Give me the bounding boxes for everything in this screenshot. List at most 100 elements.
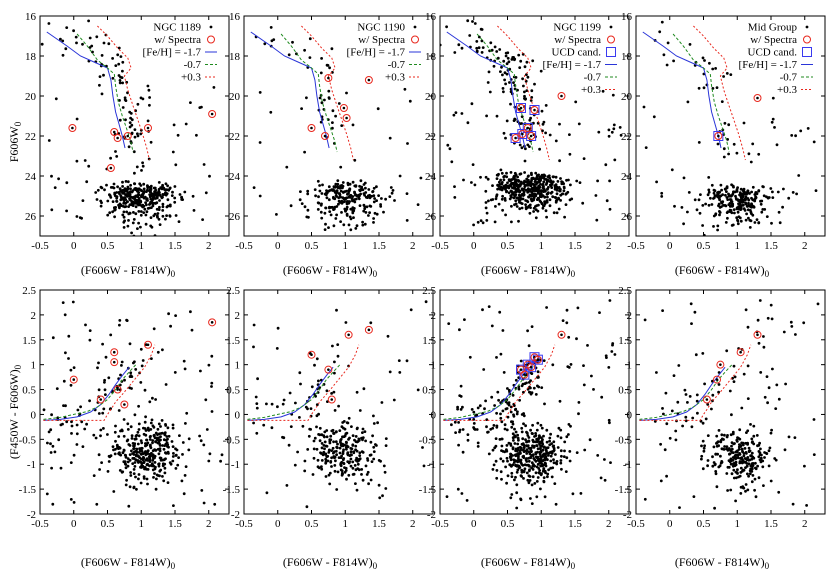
data-point bbox=[465, 499, 469, 502]
data-point bbox=[536, 450, 539, 454]
data-point bbox=[757, 450, 761, 453]
spectra-marker bbox=[327, 395, 336, 404]
data-point bbox=[162, 193, 166, 197]
data-point bbox=[515, 196, 519, 200]
y-tick-label: 2.5 bbox=[618, 285, 632, 297]
data-point bbox=[154, 191, 158, 195]
data-point bbox=[145, 443, 149, 447]
data-point bbox=[560, 333, 563, 337]
data-point bbox=[513, 182, 517, 186]
data-point bbox=[122, 210, 126, 214]
data-point bbox=[158, 205, 161, 209]
data-point bbox=[171, 455, 175, 458]
data-point bbox=[524, 424, 527, 428]
data-point bbox=[342, 461, 345, 465]
data-point bbox=[334, 440, 338, 444]
data-point bbox=[582, 383, 586, 387]
data-point bbox=[762, 185, 765, 189]
data-point bbox=[367, 482, 370, 486]
data-point bbox=[762, 194, 766, 198]
data-point bbox=[364, 439, 367, 443]
data-point bbox=[167, 312, 171, 316]
data-point bbox=[168, 214, 172, 218]
data-point bbox=[141, 161, 145, 165]
data-point bbox=[134, 454, 138, 458]
data-point bbox=[525, 440, 528, 444]
data-point bbox=[539, 454, 542, 458]
data-point bbox=[97, 388, 101, 392]
data-point bbox=[123, 219, 126, 223]
data-point bbox=[485, 211, 489, 215]
data-point bbox=[560, 180, 563, 184]
data-point bbox=[397, 359, 401, 362]
plot-frame bbox=[243, 15, 434, 237]
x-tick-label: 0 bbox=[275, 240, 281, 252]
data-point bbox=[538, 447, 542, 450]
data-point bbox=[769, 479, 773, 483]
data-point bbox=[517, 198, 521, 202]
data-point bbox=[555, 185, 559, 189]
data-point bbox=[296, 450, 299, 454]
data-point bbox=[505, 184, 509, 188]
data-point bbox=[353, 464, 357, 467]
data-point bbox=[142, 461, 146, 464]
data-point bbox=[701, 467, 705, 471]
data-point bbox=[139, 457, 143, 461]
data-point bbox=[111, 57, 114, 60]
data-point bbox=[539, 449, 543, 453]
data-point bbox=[313, 363, 316, 367]
data-point bbox=[563, 440, 567, 444]
data-point bbox=[61, 422, 64, 426]
data-point bbox=[357, 197, 361, 201]
data-point bbox=[162, 479, 166, 483]
data-point bbox=[327, 198, 331, 202]
data-point bbox=[384, 487, 388, 490]
data-point bbox=[185, 411, 189, 415]
data-point bbox=[118, 323, 121, 327]
data-point bbox=[501, 194, 504, 198]
data-point bbox=[500, 65, 503, 69]
data-point bbox=[546, 475, 549, 479]
y-tick-label: 2.5 bbox=[22, 285, 36, 297]
data-point bbox=[143, 388, 147, 392]
data-point bbox=[174, 163, 178, 167]
data-point bbox=[697, 141, 701, 144]
data-point bbox=[320, 442, 324, 445]
data-point bbox=[355, 390, 359, 394]
data-point bbox=[126, 464, 130, 468]
data-point bbox=[255, 402, 259, 405]
data-point bbox=[710, 183, 714, 187]
data-point bbox=[536, 462, 540, 466]
data-point bbox=[121, 60, 125, 64]
data-point bbox=[345, 477, 348, 481]
data-point bbox=[108, 193, 111, 197]
data-point bbox=[552, 458, 555, 462]
data-point bbox=[498, 187, 502, 191]
data-point bbox=[182, 359, 186, 363]
data-point bbox=[724, 221, 728, 224]
data-point bbox=[740, 406, 744, 410]
data-point bbox=[533, 180, 537, 184]
data-point bbox=[170, 440, 174, 443]
data-point bbox=[71, 300, 75, 304]
data-point bbox=[142, 475, 146, 479]
data-point bbox=[521, 194, 525, 197]
data-point bbox=[713, 506, 716, 510]
data-point bbox=[731, 376, 734, 380]
data-point bbox=[495, 50, 499, 53]
data-point bbox=[117, 74, 121, 77]
data-point bbox=[714, 472, 718, 476]
data-point bbox=[128, 121, 132, 124]
top-y-axis-title: F606W0 bbox=[7, 121, 23, 162]
data-point bbox=[504, 136, 507, 140]
data-point bbox=[511, 193, 515, 196]
data-point bbox=[123, 460, 127, 464]
data-point bbox=[135, 487, 138, 491]
data-point bbox=[320, 192, 324, 195]
data-point bbox=[734, 457, 738, 461]
data-point bbox=[288, 391, 292, 395]
data-point bbox=[337, 404, 340, 408]
data-point bbox=[151, 439, 155, 442]
data-point bbox=[517, 219, 520, 223]
data-point bbox=[129, 471, 133, 474]
